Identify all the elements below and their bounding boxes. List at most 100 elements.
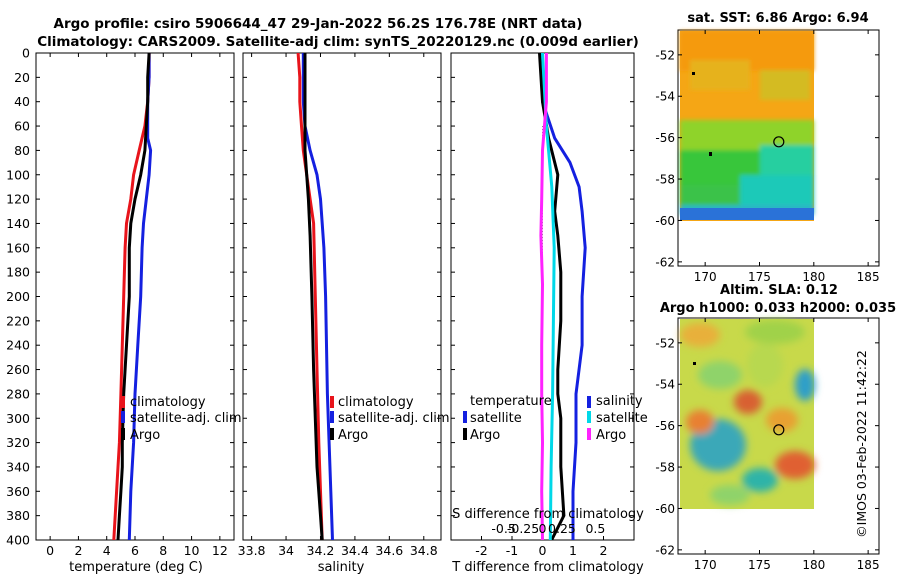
map-y-tick-label: -52 <box>655 336 675 350</box>
legend-satellite-adj: satellite-adj. clim <box>338 411 450 426</box>
title-line-2: Climatology: CARS2009. Satellite-adj cli… <box>37 34 639 50</box>
depth-tick-label: 260 <box>6 362 30 377</box>
x-tick-label: 10 <box>184 543 200 558</box>
map-y-tick-label: -52 <box>655 48 675 62</box>
temperature-panel <box>35 52 235 541</box>
s-tick-label: -0.5 <box>491 521 515 536</box>
depth-axis: 0 20 40 60 80 100 120 140 160 180 200 220 240 260 280 3… <box>6 46 30 548</box>
difference-legend: temperature satellite Argo salinity sate… <box>463 394 648 443</box>
series-line-salinity-satellite <box>541 53 556 540</box>
x-tick-label: 34 <box>278 543 294 558</box>
sst-map-title: sat. SST: 6.86 Argo: 6.94 <box>687 11 868 26</box>
depth-tick-label: 120 <box>6 192 30 207</box>
map-y-tick-label: -54 <box>655 90 675 104</box>
depth-tick-label: 220 <box>6 313 30 328</box>
series-line-temperature-satellite <box>541 53 587 540</box>
temperature-axis-label: temperature (deg C) <box>69 560 203 575</box>
watermark: ©IMOS 03-Feb-2022 11:42:22 <box>854 350 869 538</box>
depth-tick-label: 340 <box>6 459 30 474</box>
legend-salinity: salinity <box>596 394 643 409</box>
legend-satellite-adj: satellite-adj. clim <box>130 411 242 426</box>
legend-climatology: climatology <box>130 395 206 410</box>
sst-heatmap <box>680 31 814 221</box>
map-y-tick-label: -62 <box>655 543 675 557</box>
x-tick-label: 0 <box>46 543 54 558</box>
salinity-panel <box>242 52 442 541</box>
s-difference-tick-labels: -0.5-0.25 0 0.25 0.5 <box>491 521 605 536</box>
map-y-tick-label: -60 <box>655 502 675 516</box>
legend-argo: Argo <box>338 428 368 443</box>
x-tick-label: -2 <box>475 543 487 558</box>
legend-swatch-s-satellite <box>587 411 591 423</box>
depth-tick-label: 40 <box>14 94 30 109</box>
depth-tick-label: 240 <box>6 338 30 353</box>
sla-heatmap <box>680 319 815 509</box>
series-line-argo <box>303 53 324 540</box>
x-tick-label: 33.8 <box>238 543 266 558</box>
map-x-tick-label: 185 <box>857 558 880 572</box>
x-tick-label: 4 <box>103 543 111 558</box>
s-tick-label: 0 <box>539 521 547 536</box>
legend-s-argo: Argo <box>596 428 626 443</box>
legend-t-satellite: satellite <box>470 411 522 426</box>
map-x-tick-label: 170 <box>694 270 717 284</box>
depth-tick-label: 280 <box>6 386 30 401</box>
map-y-tick-label: -56 <box>655 131 675 145</box>
map-x-tick-label: 180 <box>802 270 825 284</box>
difference-series <box>538 53 587 540</box>
temperature-legend: climatology satellite-adj. clim Argo <box>121 395 242 443</box>
depth-tick-label: 20 <box>14 70 30 85</box>
depth-tick-label: 300 <box>6 411 30 426</box>
sla-map-subtitle: Argo h1000: 0.033 h2000: 0.035 <box>660 301 896 316</box>
x-tick-label: 2 <box>600 543 608 558</box>
map-axes: -52 -54 -56 -58 -60 -62 170 175 180 185 -52 -54 -56 -… <box>655 30 880 572</box>
x-tick-label: 34.2 <box>307 543 335 558</box>
map-x-tick-label: 175 <box>748 558 771 572</box>
sla-map <box>677 317 880 555</box>
depth-tick-label: 400 <box>6 533 30 548</box>
series-line-climatology <box>296 53 324 540</box>
map-x-tick-label: 180 <box>802 558 825 572</box>
map-y-tick-label: -58 <box>655 173 675 187</box>
legend-swatch-t-satellite <box>463 411 467 423</box>
depth-tick-label: 140 <box>6 216 30 231</box>
map-y-tick-label: -54 <box>655 378 675 392</box>
legend-argo: Argo <box>130 428 160 443</box>
t-difference-axis-label: T difference from climatology <box>451 560 644 575</box>
title-line-1: Argo profile: csiro 5906644_47 29-Jan-20… <box>54 16 583 32</box>
legend-swatch-argo <box>121 428 125 440</box>
legend-t-argo: Argo <box>470 428 500 443</box>
legend-climatology: climatology <box>338 395 414 410</box>
x-tick-label: 34.6 <box>375 543 403 558</box>
legend-swatch-argo <box>330 428 334 440</box>
legend-swatch-climatology <box>121 396 125 408</box>
x-tick-label: 1 <box>569 543 577 558</box>
depth-tick-label: 180 <box>6 265 30 280</box>
x-tick-label: 6 <box>131 543 139 558</box>
legend-swatch-salinity <box>587 396 591 408</box>
depth-tick-label: 360 <box>6 484 30 499</box>
legend-swatch-satellite <box>121 411 125 423</box>
depth-tick-label: 0 <box>22 46 30 61</box>
x-tick-label: 2 <box>74 543 82 558</box>
s-tick-label: 0.25 <box>548 521 576 536</box>
series-line-salinity-argo <box>539 53 548 540</box>
x-tick-label: 12 <box>212 543 228 558</box>
depth-tick-label: 100 <box>6 167 30 182</box>
map-y-tick-label: -60 <box>655 214 675 228</box>
legend-swatch-satellite <box>330 411 334 423</box>
legend-s-satellite: satellite <box>596 411 648 426</box>
legend-temperature: temperature <box>470 394 552 409</box>
sla-argo-marker <box>773 424 785 436</box>
sst-map <box>677 29 880 267</box>
x-tick-labels: 0 2 4 6 8 10 12 33.8 34 34.2 34.4 34.6 34.8 -2 -1 0 1 2 <box>46 543 607 558</box>
s-tick-label: -0.25 <box>507 521 539 536</box>
sla-map-title: Altim. SLA: 0.12 <box>720 283 838 298</box>
legend-swatch-climatology <box>330 396 334 408</box>
depth-tick-label: 200 <box>6 289 30 304</box>
map-x-tick-label: 185 <box>857 270 880 284</box>
s-tick-label: 0.5 <box>585 521 605 536</box>
depth-tick-label: 80 <box>14 143 30 158</box>
series-line-temperature-argo <box>538 53 566 540</box>
temperature-series <box>112 53 153 540</box>
